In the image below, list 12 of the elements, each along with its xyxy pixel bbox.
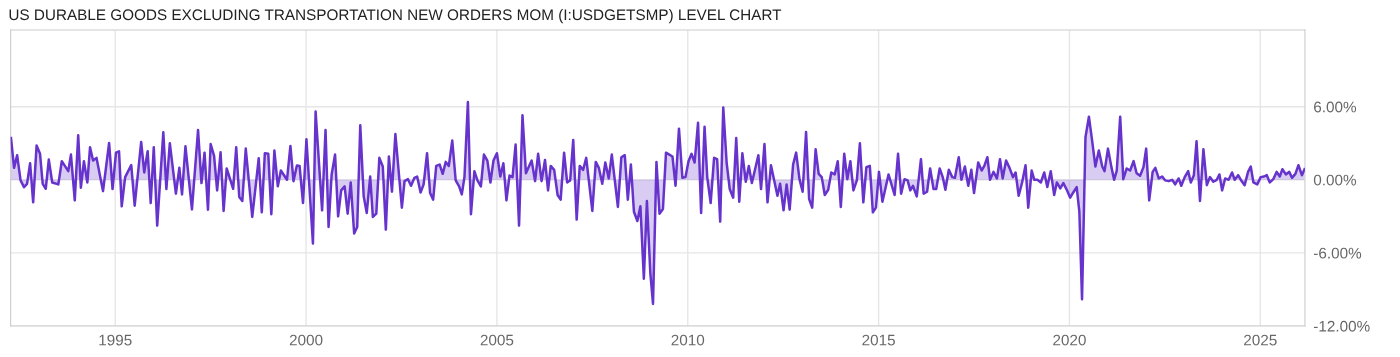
x-tick-label: 2005	[480, 334, 514, 346]
x-tick-label: 1995	[99, 334, 132, 346]
y-tick-label: -6.00%	[1313, 247, 1362, 259]
x-tick-label: 2010	[671, 334, 705, 346]
x-tick-label: 2015	[862, 334, 895, 346]
y-tick-label: -12.00%	[1313, 320, 1370, 332]
x-tick-label: 2025	[1244, 334, 1277, 346]
chart-title: US DURABLE GOODS EXCLUDING TRANSPORTATION NEW ORDERS MOM (I:USDGETSMP) LEVEL CHART	[9, 8, 782, 24]
y-tick-label: 0.00%	[1313, 174, 1357, 186]
y-tick-label: 6.00%	[1314, 101, 1357, 113]
x-tick-label: 2020	[1053, 334, 1086, 346]
x-tick-label: 2000	[289, 334, 323, 346]
